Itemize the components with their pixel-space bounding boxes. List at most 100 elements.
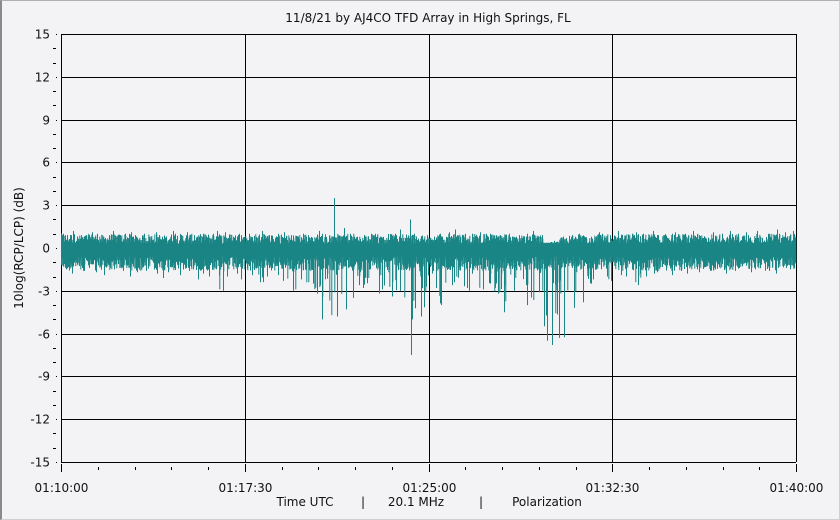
data-bin	[665, 233, 675, 276]
y-tick-label: 15	[35, 28, 50, 42]
x-minor-tick	[576, 467, 577, 470]
data-bin	[282, 232, 291, 281]
data-bin	[102, 235, 111, 276]
y-tick-label: 12	[35, 71, 50, 85]
y-minor-tick	[53, 148, 56, 149]
x-minor-tick	[465, 467, 466, 470]
data-bin	[126, 232, 136, 277]
data-bin	[453, 229, 462, 283]
data-bin	[249, 233, 258, 276]
x-minor-tick	[539, 467, 540, 470]
footer-mode: Polarization	[512, 495, 582, 509]
y-tick-label: -15	[30, 456, 50, 470]
y-minor-tick	[53, 219, 56, 220]
data-bin	[404, 219, 413, 355]
y-minor-tick	[53, 105, 56, 106]
data-bin	[625, 233, 634, 277]
data-bin	[273, 233, 283, 276]
data-bin	[143, 233, 152, 271]
data-bin	[527, 230, 536, 306]
y-tick	[56, 248, 57, 249]
x-minor-tick	[318, 467, 319, 470]
y-minor-tick	[53, 48, 56, 49]
y-tick-label: 6	[42, 156, 50, 170]
data-bin	[584, 236, 593, 284]
data-bin	[175, 233, 185, 276]
data-bin	[559, 236, 568, 338]
data-bin	[502, 233, 511, 313]
data-bin	[412, 233, 421, 320]
footer: Time UTC | 20.1 MHz | Polarization	[276, 495, 582, 509]
data-bin	[306, 235, 315, 284]
y-axis-label: 10log(RCP/LCP) (dB)	[12, 187, 26, 309]
y-minor-tick	[53, 234, 56, 235]
y-minor-tick	[53, 277, 56, 278]
footer-separator: |	[479, 495, 483, 509]
data-bin	[224, 232, 234, 277]
data-bin	[763, 233, 773, 271]
data-bin	[780, 232, 789, 268]
y-minor-tick	[53, 433, 56, 434]
y-minor-tick	[53, 362, 56, 363]
data-bin	[184, 232, 193, 271]
y-minor-tick	[53, 448, 56, 449]
data-bin	[314, 230, 323, 294]
data-bin	[437, 233, 446, 306]
data-bin	[192, 235, 201, 280]
data-bin	[690, 230, 699, 270]
data-bin	[510, 236, 519, 291]
data-bin	[429, 236, 438, 288]
x-tick-label: 01:40:00	[770, 481, 824, 495]
data-bin	[208, 233, 217, 277]
data-bin	[543, 242, 552, 341]
data-bin	[576, 233, 585, 303]
x-minor-tick	[98, 467, 99, 470]
data-bin	[420, 235, 430, 317]
data-bin	[159, 235, 168, 278]
data-bin	[86, 232, 95, 268]
data-bin	[388, 233, 397, 297]
x-minor-tick	[723, 467, 724, 470]
y-minor-tick	[53, 191, 56, 192]
x-minor-tick	[649, 467, 650, 470]
y-tick	[56, 419, 57, 420]
footer-time-utc: Time UTC	[276, 495, 334, 509]
y-tick-label: -12	[30, 413, 50, 427]
data-bin	[723, 230, 732, 274]
y-tick	[56, 376, 57, 377]
data-bin	[535, 235, 544, 293]
data-bin	[731, 233, 740, 271]
data-bin	[355, 236, 364, 286]
x-minor-tick	[135, 467, 136, 470]
y-tick-label: -9	[38, 370, 50, 384]
data-bin	[265, 235, 274, 277]
data-bin	[494, 235, 503, 294]
y-tick-label: -3	[38, 285, 50, 299]
data-bin	[567, 235, 577, 308]
data-bin	[649, 230, 658, 274]
data-bin	[486, 233, 495, 284]
data-bin	[216, 230, 225, 291]
data-bin	[339, 228, 348, 310]
y-minor-tick	[53, 319, 56, 320]
y-tick	[56, 291, 57, 292]
x-minor-tick	[502, 467, 503, 470]
y-minor-tick	[53, 348, 56, 349]
data-bin	[363, 235, 372, 288]
data-bin	[739, 232, 748, 268]
footer-separator: |	[361, 495, 365, 509]
data-bin	[674, 232, 683, 271]
data-bin	[200, 233, 209, 274]
x-tick-label: 01:17:30	[219, 481, 273, 495]
data-bin	[706, 232, 715, 271]
data-bin	[592, 232, 601, 280]
data-bin	[698, 235, 707, 273]
data-bin	[477, 232, 487, 290]
data-bin	[371, 233, 381, 294]
data-bin	[61, 233, 70, 270]
data-bin	[290, 235, 299, 291]
data-bin	[445, 232, 454, 286]
data-bin	[241, 235, 250, 280]
data-bin	[257, 230, 266, 283]
